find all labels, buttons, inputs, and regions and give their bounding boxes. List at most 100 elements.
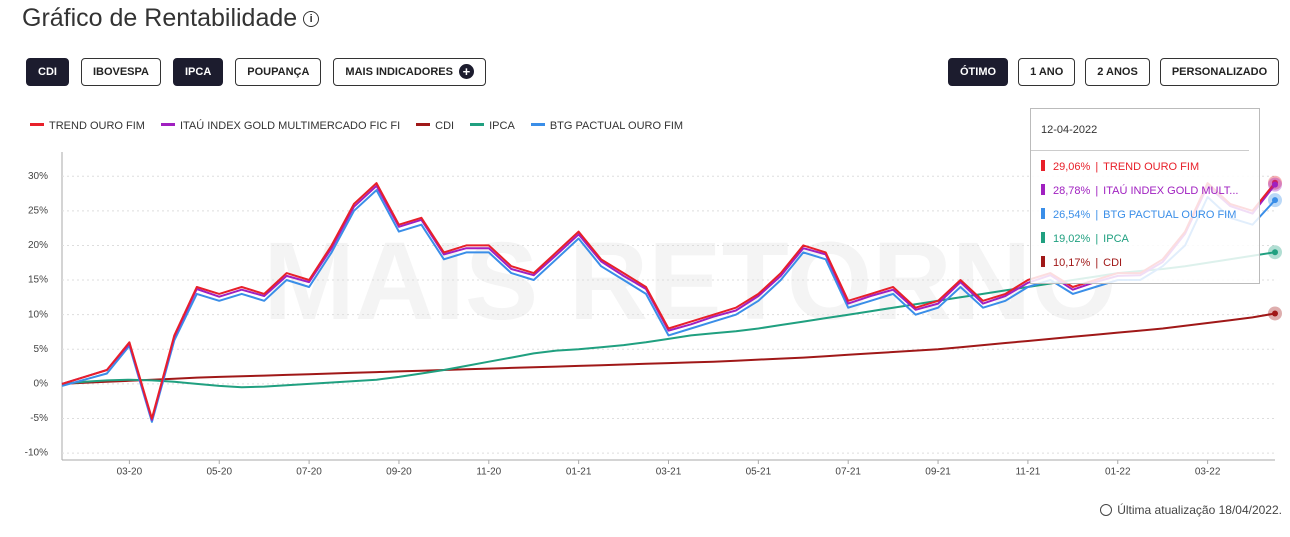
tooltip-name: IPCA bbox=[1103, 233, 1129, 245]
tooltip-name: TREND OURO FIM bbox=[1103, 161, 1200, 173]
button[interactable]: IBOVESPA bbox=[80, 58, 161, 86]
separator: | bbox=[1095, 185, 1099, 197]
legend: TREND OURO FIM ITAÚ INDEX GOLD MULTIMERCA… bbox=[30, 120, 683, 132]
legend-swatch bbox=[30, 123, 44, 126]
tooltip-swatch bbox=[1041, 232, 1045, 243]
button[interactable]: ÓTIMO bbox=[948, 58, 1009, 86]
legend-item[interactable]: ITAÚ INDEX GOLD MULTIMERCADO FIC FI bbox=[160, 120, 401, 132]
tooltip-row: 19,02% | IPCA bbox=[1041, 232, 1259, 247]
y-tick-label: 15% bbox=[28, 275, 48, 286]
separator: | bbox=[1095, 161, 1099, 173]
footer-text: Última atualização 18/04/2022. bbox=[1117, 503, 1282, 517]
button-label: IBOVESPA bbox=[92, 66, 149, 78]
footer: Última atualização 18/04/2022. bbox=[1100, 503, 1282, 517]
x-tick-label: 11-20 bbox=[476, 467, 501, 478]
button-label: MAIS INDICADORES bbox=[345, 66, 453, 78]
tooltip-name: ITAÚ INDEX GOLD MULT... bbox=[1103, 185, 1239, 197]
button-label: IPCA bbox=[184, 66, 212, 78]
button[interactable]: PERSONALIZADO bbox=[1159, 58, 1280, 86]
legend-item[interactable]: CDI bbox=[416, 120, 454, 132]
x-tick-label: 05-20 bbox=[206, 467, 232, 478]
button-label: 2 ANOS bbox=[1097, 66, 1138, 78]
tooltip: 12-04-2022 29,06% | TREND OURO FIM 28,78% | I… bbox=[1030, 108, 1260, 284]
legend-label: CDI bbox=[435, 120, 455, 132]
x-tick-label: 03-21 bbox=[656, 467, 682, 478]
legend-swatch bbox=[160, 123, 175, 126]
button-label: 1 ANO bbox=[1030, 66, 1064, 78]
y-tick-label: 5% bbox=[34, 344, 49, 355]
end-dot bbox=[1272, 181, 1278, 188]
tooltip-date: 12-04-2022 bbox=[1031, 109, 1249, 151]
x-tick-label: 03-20 bbox=[117, 467, 143, 478]
y-tick-label: -5% bbox=[30, 413, 48, 424]
y-tick-label: 10% bbox=[28, 309, 48, 320]
legend-swatch bbox=[416, 123, 431, 126]
x-tick-label: 07-21 bbox=[835, 467, 861, 478]
button[interactable]: IPCA bbox=[172, 58, 224, 86]
x-tick-label: 05-21 bbox=[746, 467, 772, 478]
tooltip-value: 29,06% bbox=[1053, 161, 1091, 173]
y-tick-label: -10% bbox=[25, 448, 48, 459]
y-tick-label: 25% bbox=[28, 205, 48, 216]
plus-icon: + bbox=[458, 64, 474, 79]
clock-icon bbox=[1100, 504, 1113, 516]
button-label: PERSONALIZADO bbox=[1171, 66, 1268, 78]
button[interactable]: 2 ANOS bbox=[1085, 58, 1150, 86]
series-line bbox=[61, 312, 1276, 385]
legend-swatch bbox=[530, 123, 545, 126]
legend-item[interactable]: BTG PACTUAL OURO FIM bbox=[530, 120, 684, 132]
x-tick-label: 07-20 bbox=[296, 467, 322, 478]
legend-label: ITAÚ INDEX GOLD MULTIMERCADO FIC FI bbox=[179, 120, 401, 132]
legend-label: BTG PACTUAL OURO FIM bbox=[549, 120, 684, 132]
tooltip-value: 26,54% bbox=[1053, 209, 1091, 221]
tooltip-row: 10,17% | CDI bbox=[1041, 256, 1259, 271]
y-tick-label: 20% bbox=[28, 240, 48, 251]
tooltip-swatch bbox=[1041, 256, 1045, 267]
end-dot bbox=[1272, 197, 1278, 204]
period-buttons: ÓTIMO 1 ANO 2 ANOS PERSONALIZADO bbox=[948, 58, 1280, 86]
series-line bbox=[61, 184, 1276, 421]
x-tick-label: 11-21 bbox=[1015, 467, 1040, 478]
page-title: Gráfico de Rentabilidade i bbox=[22, 4, 320, 33]
y-tick-label: 30% bbox=[28, 171, 48, 182]
button[interactable]: POUPANÇA bbox=[235, 58, 322, 86]
x-tick-label: 03-22 bbox=[1195, 467, 1221, 478]
button[interactable]: CDI bbox=[26, 58, 69, 86]
indicator-buttons: CDI IBOVESPA IPCA POUPANÇA MAIS INDICADORES + bbox=[26, 58, 486, 86]
legend-item[interactable]: IPCA bbox=[470, 120, 515, 132]
x-tick-label: 01-22 bbox=[1105, 467, 1131, 478]
button-label: ÓTIMO bbox=[960, 66, 997, 78]
series-line bbox=[61, 189, 1276, 423]
end-dot bbox=[1272, 249, 1278, 256]
tooltip-name: CDI bbox=[1103, 257, 1123, 269]
tooltip-value: 28,78% bbox=[1053, 185, 1091, 197]
button[interactable]: 1 ANO bbox=[1018, 58, 1076, 86]
tooltip-swatch bbox=[1041, 160, 1045, 171]
x-tick-label: 09-21 bbox=[925, 467, 951, 478]
title-text: Gráfico de Rentabilidade bbox=[22, 4, 298, 32]
tooltip-value: 19,02% bbox=[1053, 233, 1091, 245]
x-tick-label: 09-20 bbox=[386, 467, 412, 478]
legend-label: TREND OURO FIM bbox=[49, 120, 145, 132]
y-tick-label: 0% bbox=[34, 379, 49, 390]
info-icon[interactable]: i bbox=[303, 11, 320, 27]
end-dot bbox=[1272, 310, 1278, 317]
button[interactable]: MAIS INDICADORES + bbox=[333, 58, 486, 86]
legend-swatch bbox=[470, 123, 485, 126]
separator: | bbox=[1095, 233, 1099, 245]
tooltip-row: 29,06% | TREND OURO FIM bbox=[1041, 160, 1259, 175]
tooltip-row: 26,54% | BTG PACTUAL OURO FIM bbox=[1041, 208, 1259, 223]
button-label: CDI bbox=[38, 66, 57, 78]
series-line bbox=[61, 182, 1276, 420]
tooltip-swatch bbox=[1041, 184, 1045, 195]
separator: | bbox=[1095, 257, 1099, 269]
legend-item[interactable]: TREND OURO FIM bbox=[30, 120, 145, 132]
separator: | bbox=[1095, 209, 1099, 221]
tooltip-value: 10,17% bbox=[1053, 257, 1091, 269]
tooltip-name: BTG PACTUAL OURO FIM bbox=[1103, 209, 1237, 221]
x-tick-label: 01-21 bbox=[566, 467, 592, 478]
button-label: POUPANÇA bbox=[247, 66, 310, 78]
tooltip-row: 28,78% | ITAÚ INDEX GOLD MULT... bbox=[1041, 184, 1259, 199]
legend-label: IPCA bbox=[489, 120, 515, 132]
